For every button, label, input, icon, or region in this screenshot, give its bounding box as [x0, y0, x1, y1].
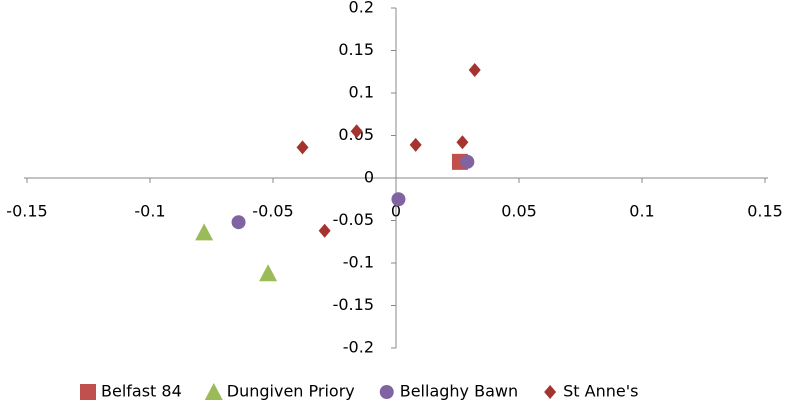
x-tick-label: -0.15 — [6, 202, 47, 221]
y-tick-label: 0 — [364, 168, 374, 187]
marker-diamond — [296, 140, 309, 155]
marker-triangle — [259, 264, 278, 282]
legend-key — [379, 385, 394, 399]
x-tick-label: 0.15 — [747, 202, 783, 221]
marker-triangle — [195, 223, 214, 241]
x-tick-label: 0.05 — [501, 202, 537, 221]
legend-key — [204, 383, 223, 400]
y-tick-label: 0.2 — [349, 0, 374, 17]
marker-circle — [231, 215, 246, 230]
marker-diamond — [468, 63, 481, 78]
marker-diamond — [409, 137, 422, 152]
legend-key — [80, 384, 96, 400]
y-tick-label: -0.05 — [333, 210, 374, 229]
marker-diamond — [350, 124, 363, 139]
x-tick-label: 0 — [391, 202, 401, 221]
y-tick-label: 0.1 — [349, 83, 374, 102]
marker-circle — [391, 192, 406, 207]
y-tick-label: -0.1 — [343, 253, 374, 272]
x-tick-label: -0.1 — [134, 202, 165, 221]
legend-key — [544, 385, 557, 399]
marker-diamond — [318, 223, 331, 238]
legend-label: Bellaghy Bawn — [400, 382, 518, 401]
y-tick-label: 0.15 — [338, 40, 374, 59]
marker-circle — [460, 154, 475, 169]
x-tick-label: -0.05 — [252, 202, 293, 221]
x-tick-label: 0.1 — [629, 202, 654, 221]
legend-label: St Anne's — [563, 382, 638, 401]
y-tick-label: -0.15 — [333, 295, 374, 314]
legend-label: Dungiven Priory — [227, 382, 355, 401]
legend-label: Belfast 84 — [101, 382, 182, 401]
marker-diamond — [456, 135, 469, 150]
y-tick-label: -0.2 — [343, 338, 374, 357]
